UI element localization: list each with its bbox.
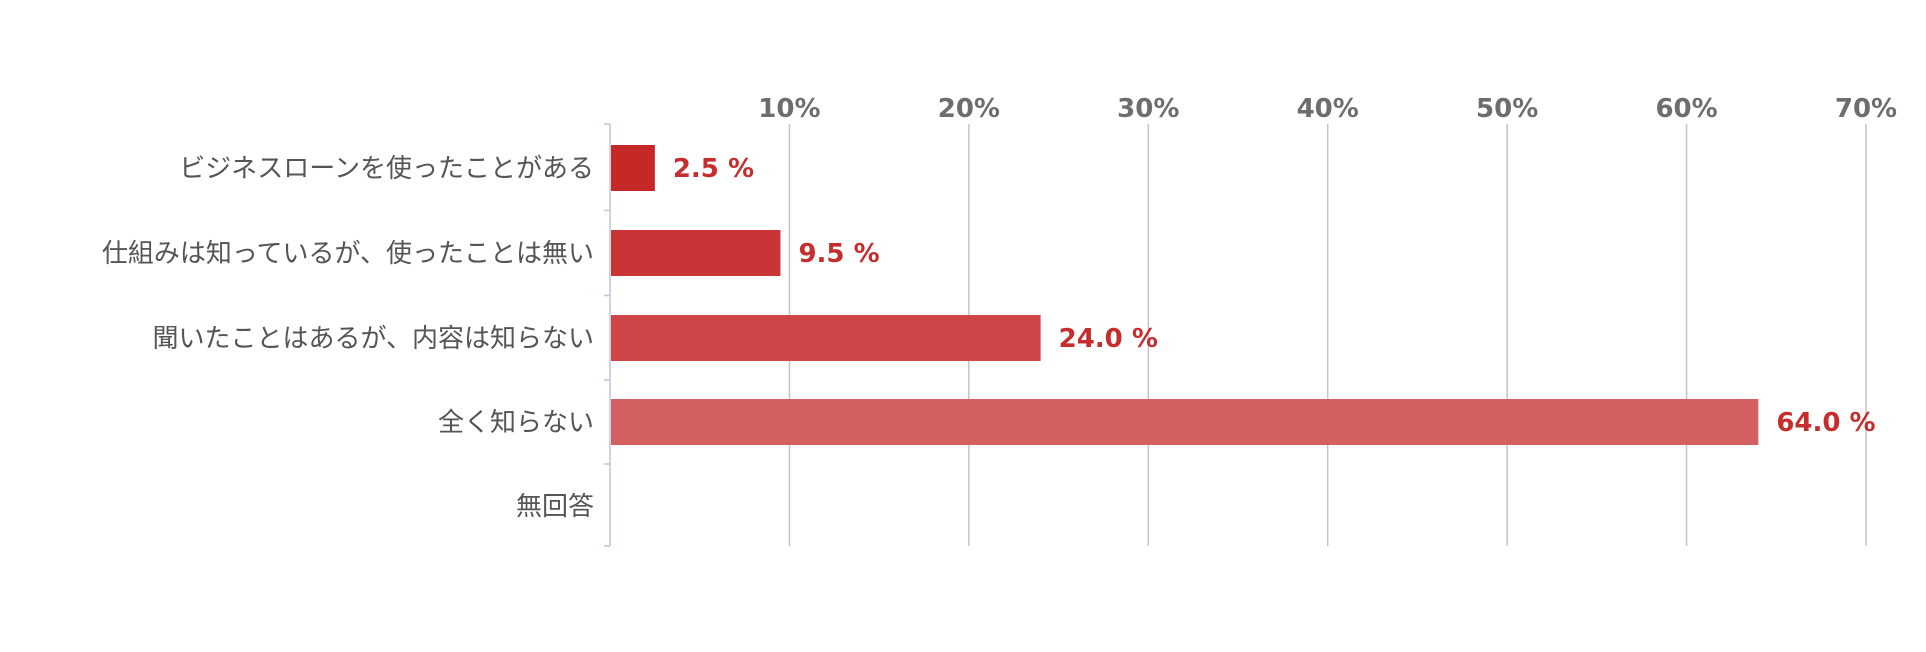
category-label: 無回答 bbox=[516, 492, 594, 522]
bar bbox=[611, 230, 781, 276]
value-labels: 2.5 % 9.5 % 24.0 % 64.0 % bbox=[673, 154, 1876, 438]
bar-value-label: 64.0 % bbox=[1776, 408, 1875, 438]
bar bbox=[611, 145, 655, 191]
bar bbox=[611, 315, 1041, 361]
category-label: 全く知らない bbox=[438, 408, 594, 438]
grid-layer bbox=[788, 124, 1867, 546]
bar-value-label: 9.5 % bbox=[798, 239, 879, 269]
bar-value-label: 24.0 % bbox=[1059, 324, 1158, 354]
category-label: 仕組みは知っているが、使ったことは無い bbox=[102, 239, 594, 269]
x-tick-label: 40% bbox=[1297, 94, 1359, 124]
x-tick-label: 50% bbox=[1476, 94, 1538, 124]
x-tick-label: 10% bbox=[758, 94, 820, 124]
x-axis-ticks: 10% 20% 30% 40% 50% 60% 70% bbox=[758, 94, 1897, 124]
x-tick-label: 20% bbox=[938, 94, 1000, 124]
x-tick-label: 60% bbox=[1655, 94, 1717, 124]
x-tick-label: 30% bbox=[1117, 94, 1179, 124]
category-labels: ビジネスローンを使ったことがある仕組みは知っているが、使ったことは無い聞いたこと… bbox=[102, 154, 594, 522]
bars bbox=[611, 145, 1759, 445]
bar bbox=[611, 399, 1759, 445]
bar-value-label: 2.5 % bbox=[673, 154, 754, 184]
category-label: 聞いたことはあるが、内容は知らない bbox=[153, 324, 594, 354]
category-label: ビジネスローンを使ったことがある bbox=[179, 154, 594, 184]
y-axis bbox=[604, 123, 611, 547]
x-tick-label: 70% bbox=[1835, 94, 1897, 124]
